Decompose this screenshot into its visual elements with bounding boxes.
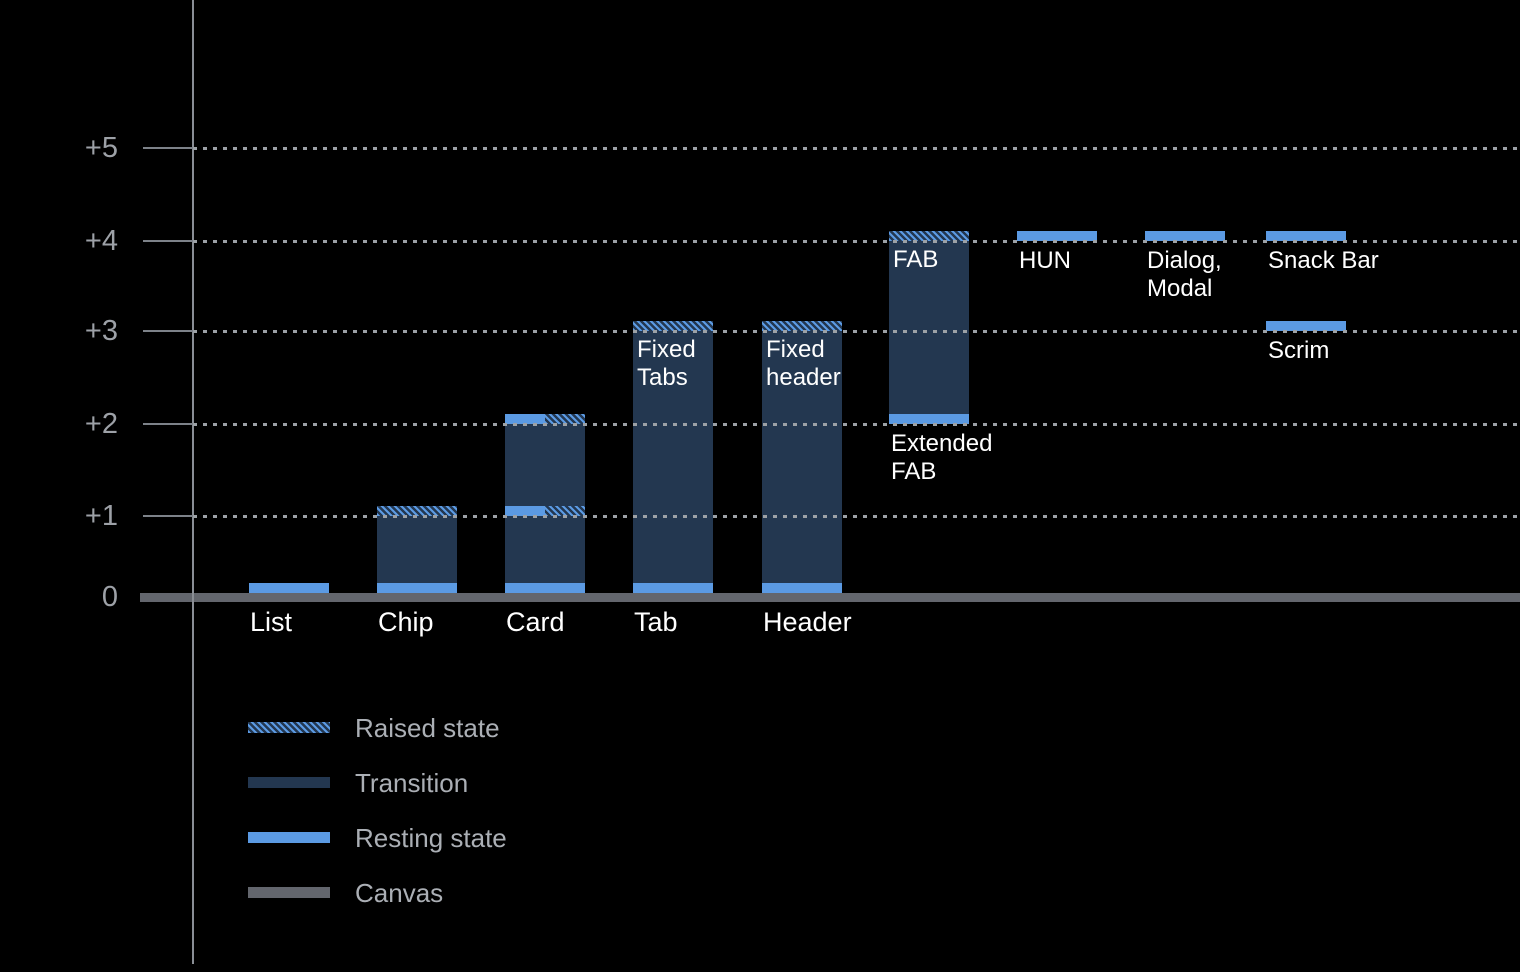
raised-state-swatch xyxy=(248,722,330,733)
y-axis-line xyxy=(192,0,194,964)
y-tick-3 xyxy=(143,330,193,332)
y-axis-label-+3: +3 xyxy=(84,315,118,347)
y-tick-4 xyxy=(143,240,193,242)
card-label: Card xyxy=(506,607,565,637)
snack-bar-label: Snack Bar xyxy=(1268,247,1379,274)
card-raised-strip-l2 xyxy=(545,414,585,424)
y-tick-2 xyxy=(143,423,193,425)
legend-label-raised-state: Raised state xyxy=(355,712,500,743)
gridline-level-3 xyxy=(193,330,1520,333)
y-axis-label-+1: +1 xyxy=(84,500,118,532)
gridline-level-1 xyxy=(193,515,1520,518)
y-tick-1 xyxy=(143,515,193,517)
scrim-resting-strip xyxy=(1266,321,1346,331)
gridline-level-4 xyxy=(193,240,1520,243)
header-transition-bar xyxy=(762,331,842,583)
dialog-modal-label: Dialog, Modal xyxy=(1147,247,1222,302)
tab-raised-strip xyxy=(633,321,713,331)
legend-item-canvas: Canvas xyxy=(248,865,507,920)
legend: Raised state Transition Resting state Canva… xyxy=(248,700,507,920)
card-resting-strip-l2 xyxy=(505,414,545,424)
tab-resting-strip xyxy=(633,583,713,593)
legend-item-resting-state: Resting state xyxy=(248,810,507,865)
fixed-tabs-label: Fixed Tabs xyxy=(637,336,696,391)
chip-resting-strip xyxy=(377,583,457,593)
card-resting-strip xyxy=(505,583,585,593)
tab-label: Tab xyxy=(634,607,678,637)
resting-state-swatch xyxy=(248,832,330,843)
snack-bar-resting-strip xyxy=(1266,231,1346,241)
fab-extended-fab-raised-strip xyxy=(889,231,969,241)
canvas-swatch xyxy=(248,887,330,898)
canvas-baseline xyxy=(140,593,1520,602)
gridline-level-2 xyxy=(193,423,1520,426)
legend-item-raised-state: Raised state xyxy=(248,700,507,755)
card-resting-strip-l1 xyxy=(505,506,545,516)
chip-raised-strip xyxy=(377,506,457,516)
fixed-header-label: Fixed header xyxy=(766,336,841,391)
y-tick-5 xyxy=(143,147,193,149)
y-axis-label-+5: +5 xyxy=(84,132,118,164)
chip-label: Chip xyxy=(378,607,434,637)
y-axis-label-+4: +4 xyxy=(84,225,118,257)
legend-label-transition: Transition xyxy=(355,767,469,798)
extended-fab-label: Extended FAB xyxy=(891,430,993,485)
hun-label: HUN xyxy=(1019,247,1071,274)
card-raised-strip-l1 xyxy=(545,506,585,516)
header-raised-strip xyxy=(762,321,842,331)
header-label: Header xyxy=(763,607,852,637)
dialog-modal-resting-strip xyxy=(1145,231,1225,241)
fab-label: FAB xyxy=(893,246,939,273)
scrim-label: Scrim xyxy=(1268,337,1330,364)
fab-extended-fab-transition-bar xyxy=(889,241,969,414)
card-transition-bar xyxy=(505,424,585,583)
chip-transition-bar xyxy=(377,516,457,583)
y-axis-label-0: 0 xyxy=(101,581,118,613)
legend-item-transition: Transition xyxy=(248,755,507,810)
header-resting-strip xyxy=(762,583,842,593)
list-label: List xyxy=(250,607,293,637)
list-resting-strip xyxy=(249,583,329,593)
gridline-level-5 xyxy=(193,147,1520,150)
hun-resting-strip xyxy=(1017,231,1097,241)
legend-label-canvas: Canvas xyxy=(355,877,444,908)
fab-extended-fab-resting-strip xyxy=(889,414,969,424)
tab-transition-bar xyxy=(633,331,713,583)
transition-swatch xyxy=(248,777,330,788)
legend-label-resting-state: Resting state xyxy=(355,822,507,853)
y-axis-label-+2: +2 xyxy=(84,408,118,440)
